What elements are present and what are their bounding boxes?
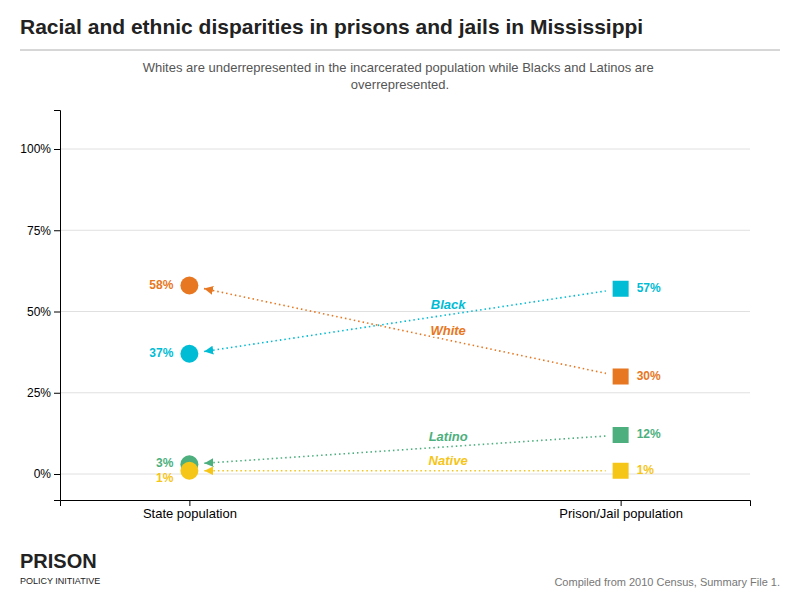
grid-line [60,230,750,231]
x-tick-mark [621,500,622,506]
prison-marker [613,463,629,479]
logo-text: PRISON [20,550,97,572]
data-label: 30% [637,369,661,383]
subtitle-line: Whites are underrepresented in the incar… [143,60,658,75]
slope-arrow [204,470,605,472]
y-tick-label: 75% [27,224,51,238]
grid [60,149,750,474]
data-label: 12% [637,427,661,441]
plot: 0% 25% 50% 75% 100% State population Prison/Ja… [20,111,750,522]
x-tick-mark [189,500,190,506]
labels: WhiteBlackLatinoNative58%37%3%1%57%30%12… [149,278,661,486]
y-tick-label: 100% [20,142,51,156]
prison-marker [613,427,629,443]
state-marker [180,462,198,480]
x-tick: Prison/Jail population [559,500,683,521]
y-axis: 0% 25% 50% 75% 100% [20,111,60,501]
data-label: 1% [637,463,655,477]
x-axis: State population Prison/Jail population [61,500,751,521]
state-marker [180,345,198,363]
y-tick: 75% [27,224,60,238]
grid-line [60,392,750,393]
y-tick-label: 50% [27,305,51,319]
grid-line [60,311,750,312]
title-rule [20,50,780,51]
y-tick-mark [54,393,60,394]
prison-marker [613,281,629,297]
data-label: 58% [149,278,173,292]
y-tick: 0% [34,467,60,481]
x-axis-line [61,501,751,507]
x-tick-label: Prison/Jail population [559,506,683,521]
data-label: 57% [637,281,661,295]
y-tick: 50% [27,305,60,319]
title: Racial and ethnic disparities in prisons… [20,15,643,38]
prison-marker [613,369,629,385]
y-tick-mark [54,149,60,150]
subtitle: Whites are underrepresented in the incar… [143,60,658,92]
marks [180,277,628,480]
data-label: 3% [156,456,174,470]
footnote: Compiled from 2010 Census, Summary File … [554,576,780,588]
data-label: 1% [156,471,174,485]
chart-svg: Racial and ethnic disparities in prisons… [0,0,800,600]
y-tick-label: 0% [34,467,52,481]
x-tick: State population [143,500,237,521]
series-label: Latino [429,429,468,444]
y-tick: 25% [27,386,60,400]
series-label: Black [431,297,466,312]
state-marker [180,277,198,295]
series-label: Native [429,453,468,468]
y-tick-label: 25% [27,386,51,400]
y-tick-mark [54,474,60,475]
y-tick-mark [54,312,60,313]
chart-container: Racial and ethnic disparities in prisons… [0,0,800,600]
slope-arrow [204,289,606,374]
y-axis-line [54,111,61,501]
y-tick: 100% [20,142,60,156]
slope-arrow [204,436,605,463]
grid-line [60,149,750,150]
series-label: White [430,323,465,338]
slope-arrow [204,291,606,352]
y-tick-mark [54,230,60,231]
data-label: 37% [149,346,173,360]
logo-text: POLICY INITIATIVE [20,576,100,586]
subtitle-line: overrepresented. [351,77,449,92]
x-tick-label: State population [143,506,237,521]
